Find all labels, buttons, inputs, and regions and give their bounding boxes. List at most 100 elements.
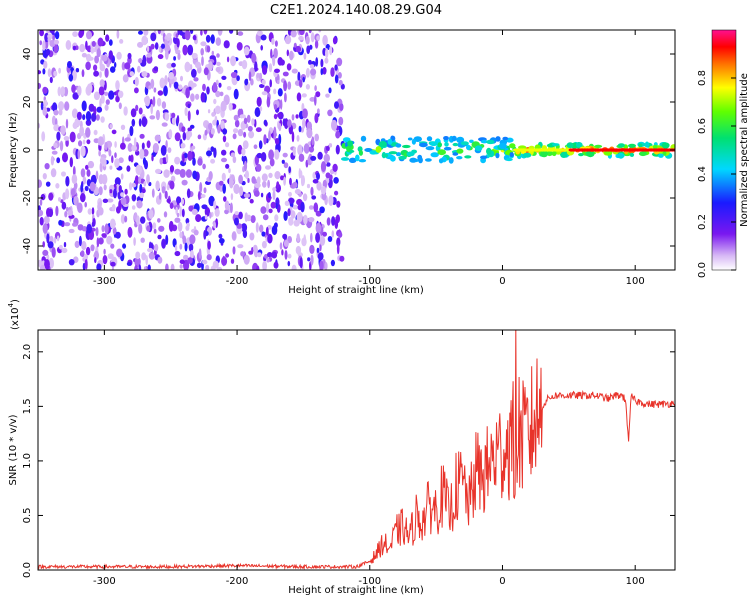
heatmap-cell xyxy=(91,40,96,47)
heatmap-cell xyxy=(196,262,202,269)
heatmap-cell xyxy=(99,98,102,108)
heatmap-cell xyxy=(464,155,472,159)
heatmap-cell xyxy=(586,151,595,158)
heatmap-cell xyxy=(142,157,147,166)
x-tick-label: -300 xyxy=(93,576,116,587)
heatmap-cell xyxy=(283,239,289,248)
heatmap-cell xyxy=(217,30,223,36)
heatmap-cell xyxy=(101,233,107,238)
heatmap-cell xyxy=(230,258,235,264)
heatmap-cell xyxy=(282,118,286,127)
heatmap-cell xyxy=(167,147,172,154)
heatmap-cell xyxy=(58,219,63,226)
heatmap-cell xyxy=(65,206,69,212)
heatmap-cell xyxy=(234,217,239,226)
heatmap-cell xyxy=(186,222,190,228)
heatmap-cell xyxy=(184,242,188,252)
heatmap-cell xyxy=(518,145,527,150)
heatmap-cell xyxy=(75,68,80,73)
heatmap-cell xyxy=(75,45,79,50)
heatmap-cell xyxy=(49,76,53,84)
heatmap-cell xyxy=(72,31,78,37)
heatmap-cell xyxy=(358,150,363,156)
heatmap-cell xyxy=(281,249,284,256)
heatmap-cell xyxy=(292,146,296,156)
heatmap-cell xyxy=(254,182,261,188)
heatmap-cell xyxy=(50,168,57,178)
heatmap-cell xyxy=(109,218,116,230)
heatmap-cell xyxy=(82,114,86,121)
heatmap-cell xyxy=(185,87,190,99)
heatmap-cell xyxy=(168,220,174,232)
heatmap-cell xyxy=(67,209,74,216)
heatmap-cell xyxy=(253,244,258,253)
heatmap-cell xyxy=(282,233,288,240)
heatmap-cell xyxy=(335,144,340,155)
heatmap-cell xyxy=(221,172,226,182)
heatmap-cell xyxy=(407,137,413,141)
heatmap-cell xyxy=(254,107,261,118)
heatmap-cell xyxy=(108,149,112,157)
heatmap-cell xyxy=(60,86,66,96)
heatmap-cell xyxy=(38,70,42,75)
heatmap-cell xyxy=(316,172,320,180)
heatmap-cell xyxy=(103,184,107,191)
heatmap-cell xyxy=(334,74,339,84)
heatmap-cell xyxy=(315,232,320,243)
heatmap-cell xyxy=(138,223,143,234)
heatmap-cell xyxy=(327,236,333,242)
heatmap-cell xyxy=(99,79,105,87)
heatmap-cell xyxy=(339,103,344,111)
heatmap-cell xyxy=(206,86,210,95)
colorbar-tick-label: 0.8 xyxy=(697,70,708,86)
heatmap-cell xyxy=(97,37,104,47)
heatmap-cell xyxy=(388,151,398,155)
heatmap-cell xyxy=(116,51,122,60)
heatmap-cell xyxy=(209,212,212,219)
heatmap-cell xyxy=(64,211,68,218)
heatmap-cell xyxy=(163,169,170,178)
x-tick-label: 0 xyxy=(499,576,505,587)
heatmap-cell xyxy=(315,57,319,67)
heatmap-cell xyxy=(152,142,159,153)
heatmap-cell xyxy=(60,199,64,204)
heatmap-cell xyxy=(217,266,222,270)
heatmap-cell xyxy=(339,255,345,262)
heatmap-cell xyxy=(71,108,78,119)
heatmap-cell xyxy=(63,242,67,248)
heatmap-cell xyxy=(207,240,211,250)
heatmap-cell xyxy=(53,39,60,45)
heatmap-cell xyxy=(190,93,195,102)
heatmap-cell xyxy=(332,36,337,45)
heatmap-cell xyxy=(72,222,78,227)
heatmap-cell xyxy=(181,126,186,133)
heatmap-cell xyxy=(72,45,76,51)
heatmap-cell xyxy=(263,119,268,126)
heatmap-cell xyxy=(111,155,114,164)
heatmap-cell xyxy=(170,263,175,270)
heatmap-cell xyxy=(129,182,133,191)
heatmap-cell xyxy=(303,214,308,225)
heatmap-cell xyxy=(146,140,151,149)
heatmap-cell xyxy=(165,153,169,163)
heatmap-cell xyxy=(141,35,148,46)
heatmap-cell xyxy=(80,145,86,157)
heatmap-cell xyxy=(216,61,221,66)
heatmap-cell xyxy=(130,108,137,118)
heatmap-cell xyxy=(316,181,322,191)
heatmap-cell xyxy=(270,201,276,209)
heatmap-cell xyxy=(260,45,264,51)
y-tick-label: 0 xyxy=(22,147,33,153)
heatmap-cell xyxy=(317,151,323,160)
heatmap-cell xyxy=(64,101,70,111)
heatmap-cell xyxy=(311,136,315,146)
heatmap-cell xyxy=(299,257,303,269)
heatmap-cell xyxy=(131,118,136,127)
heatmap-cell xyxy=(99,71,102,78)
heatmap-cell xyxy=(430,152,439,158)
heatmap-cell xyxy=(58,109,63,116)
heatmap-cell xyxy=(53,109,59,116)
heatmap-cell xyxy=(58,101,65,111)
heatmap-cell xyxy=(306,183,311,189)
heatmap-cell xyxy=(315,91,321,98)
